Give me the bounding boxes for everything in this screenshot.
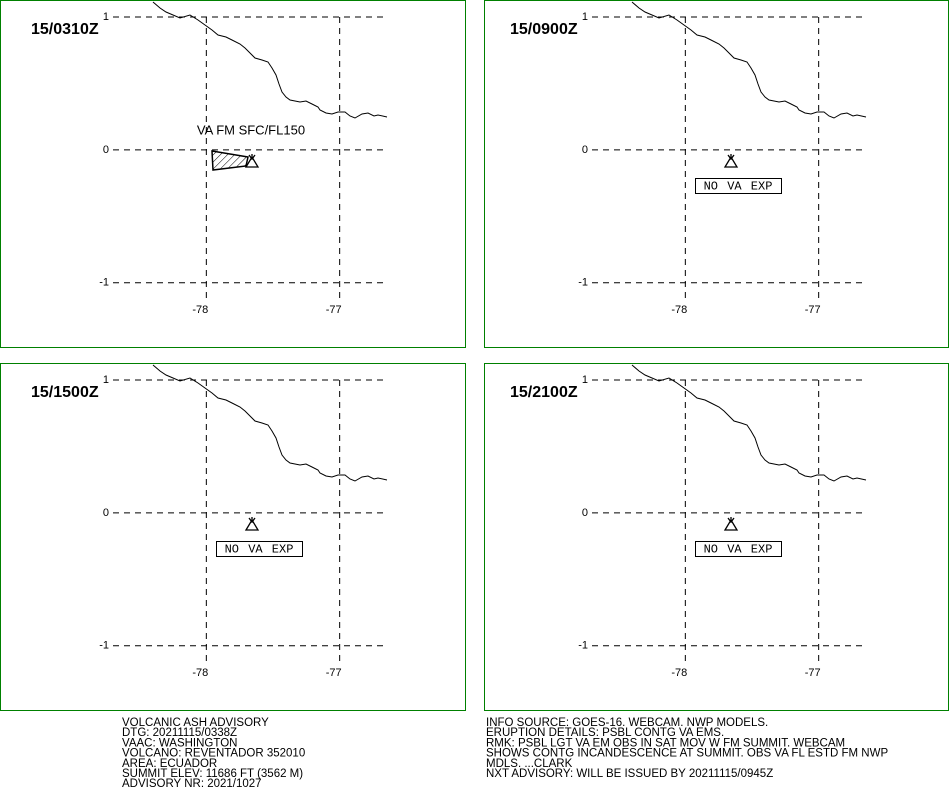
label-box [216,541,303,557]
lat-label: 1 [103,11,109,23]
lat-label: 1 [103,374,109,386]
advisory-line: DTG: 20211115/0338Z [122,727,237,739]
border-line [631,364,867,482]
ash-label: NO VA EXP [225,543,294,557]
label-box [695,541,782,557]
volcano-symbol [723,517,739,531]
panel-border [484,0,949,348]
advisory-line: RMK: PSBL LGT VA EM OBS IN SAT MOV W FM … [486,737,845,749]
lon-label: -77 [805,304,821,316]
volcano-symbol [244,154,260,168]
lat-label: 0 [103,507,109,519]
map-panel: 1 0 -1 -78 -77 15/1500Z NO VA EXP [31,364,388,679]
ash-label: VA FM SFC/FL150 [197,122,305,137]
advisory-line: SHOWS CONTG INCANDESCENCE AT SUMMIT. OBS… [486,748,888,760]
advisory-line: ERUPTION DETAILS: PSBL CONTG VA EMS. [486,727,724,739]
advisory-line: NXT ADVISORY: WILL BE ISSUED BY 20211115… [486,768,773,780]
panel-border [0,363,466,711]
lat-label: 0 [103,144,109,156]
valid-time: 15/0900Z [510,21,578,38]
advisory-line: VAAC: WASHINGTON [122,737,237,749]
lon-label: -78 [671,667,687,679]
lon-label: -78 [671,304,687,316]
border-line [152,1,388,119]
valid-time: 15/1500Z [31,384,99,401]
valid-time: 15/2100Z [510,384,578,401]
volcano-symbol [723,154,739,168]
panel-border [0,0,466,348]
valid-time: 15/0310Z [31,21,99,38]
volcano-symbol [244,517,260,531]
lat-label: -1 [99,277,109,289]
label-box [695,178,782,194]
ash-label: NO VA EXP [704,543,773,557]
lon-label: -78 [192,304,208,316]
advisory-line: MDLS. ...CLARK [486,758,573,770]
lon-label: -78 [192,667,208,679]
advisory-line: VOLCANIC ASH ADVISORY [122,717,269,729]
lon-label: -77 [326,304,342,316]
ash-label: NO VA EXP [704,180,773,194]
ash-area [211,150,249,171]
lon-label: -77 [805,667,821,679]
map-panel: 1 0 -1 -78 -77 15/2100Z NO VA EXP [510,364,867,679]
panel-border [484,363,949,711]
advisory-line: AREA: ECUADOR [122,758,217,770]
lat-label: -1 [578,640,588,652]
lat-label: -1 [99,640,109,652]
lat-label: 0 [582,507,588,519]
lat-label: 0 [582,144,588,156]
border-line [631,1,867,119]
advisory-line: INFO SOURCE: GOES-16. WEBCAM. NWP MODELS… [486,717,768,729]
map-panel: 1 0 -1 -78 -77 15/0900Z NO VA EXP [510,1,867,316]
advisory-line: SUMMIT ELEV: 11686 FT (3562 M) [122,768,303,780]
lat-label: 1 [582,374,588,386]
map-panel: 1 0 -1 -78 -77 15/0310Z VA FM SFC/FL150 [31,1,388,316]
border-line [152,364,388,482]
lat-label: 1 [582,11,588,23]
lon-label: -77 [326,667,342,679]
lat-label: -1 [578,277,588,289]
advisory-line: VOLCANO: REVENTADOR 352010 [122,748,305,760]
advisory-line: ADVISORY NR: 2021/1027 [122,778,262,790]
